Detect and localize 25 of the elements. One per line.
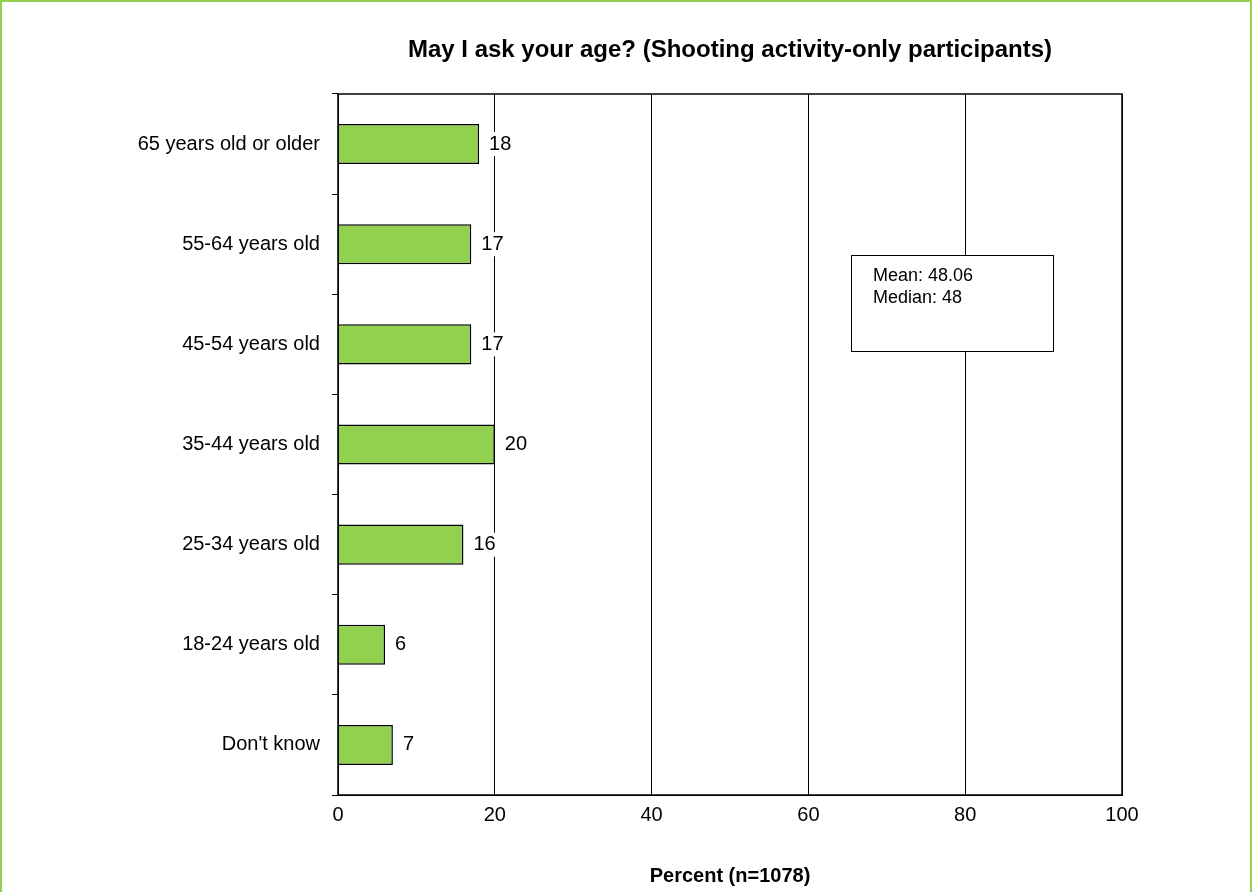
x-tick-label: 80 [954,802,977,825]
y-tick-label: Don't know [221,732,321,755]
x-tick-label: 60 [797,802,820,825]
y-tick-label: 25-34 years old [182,532,320,555]
x-tick-label: 100 [1105,802,1139,825]
x-axis-title: Percent (n=1078) [649,863,811,886]
annotation: Mean: 48.06 [873,264,975,286]
y-tick-label: 35-44 years old [182,432,320,455]
x-tick-label: 0 [332,802,344,825]
annotation: Median: 48 [873,286,964,308]
x-tick-label: 20 [483,802,506,825]
y-tick-label: 18-24 years old [182,632,320,655]
data-label: 17 [481,231,504,254]
data-label: 17 [481,331,504,354]
data-label: 16 [473,532,496,555]
x-tick-label: 40 [640,802,663,825]
y-tick-label: 55-64 years old [182,231,320,254]
text-box: Mean: 48.06 Median: 48 [851,255,1054,352]
data-label: 20 [504,432,528,455]
y-tick-label: 65 years old or older [137,131,321,154]
chart-title: May I ask your age? (Shooting activity-only participants) [407,34,1053,62]
data-label: 7 [402,732,415,755]
y-tick-label: 45-54 years old [182,331,320,354]
data-label: 18 [489,131,512,154]
data-label: 6 [395,632,407,655]
